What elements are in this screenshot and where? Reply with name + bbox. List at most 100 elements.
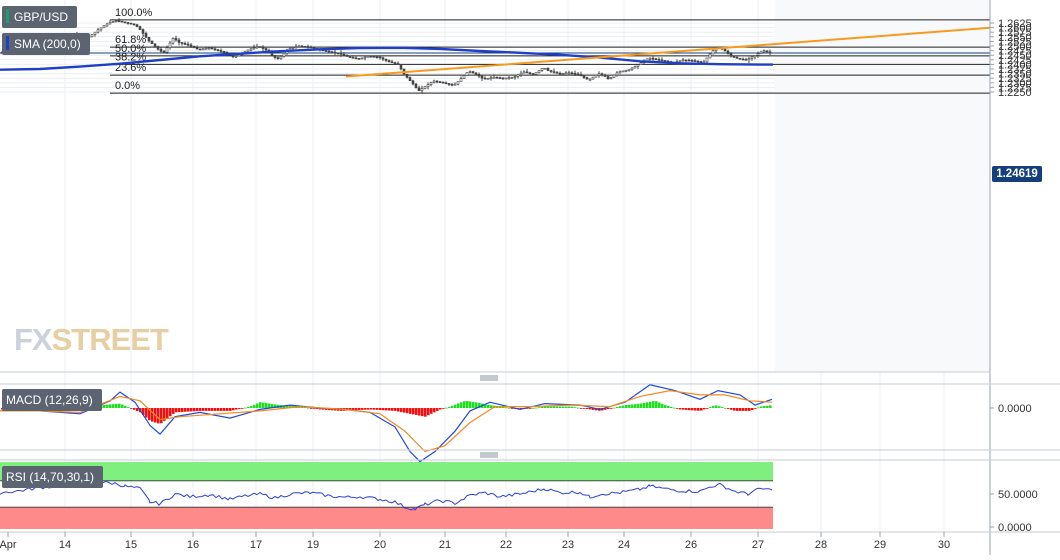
macd-histogram-bar (538, 407, 541, 409)
candle-body (390, 61, 394, 64)
candle-body (327, 50, 331, 53)
candle-body (123, 21, 127, 24)
macd-badge[interactable]: MACD (12,26,9) (2, 389, 102, 411)
time-tick-label: 22 (500, 539, 512, 551)
price-tick-label: 1.2350 (998, 69, 1032, 81)
candle-body (381, 57, 385, 60)
macd-histogram-bar (313, 408, 316, 409)
rsi-badge[interactable]: RSI (14,70,30,1) (2, 466, 104, 488)
macd-histogram-bar (238, 408, 241, 409)
candle-body (156, 46, 160, 50)
rsi-oversold-band (0, 507, 773, 529)
macd-histogram-bar (121, 404, 124, 408)
candle-body (93, 31, 97, 35)
candle-body (582, 75, 586, 78)
time-tick-label: 29 (874, 539, 886, 551)
macd-histogram-bar (640, 403, 643, 408)
sma-badge[interactable]: SMA (200,0) (2, 33, 90, 55)
rsi-layer (0, 462, 773, 529)
macd-histogram-bar (211, 408, 214, 411)
candle-body (552, 71, 556, 73)
sma-200-line (0, 46, 773, 71)
macd-histogram-bar (250, 406, 253, 408)
candle-body (405, 73, 409, 78)
macd-histogram-bar (526, 408, 529, 409)
macd-histogram-bar (412, 408, 415, 415)
candle-body (504, 77, 508, 80)
candle-body (396, 63, 400, 65)
time-tick-label: 27 (752, 539, 764, 551)
macd-histogram-bar (556, 406, 559, 408)
candle-body (738, 58, 742, 60)
time-tick-label: 17 (250, 539, 262, 551)
macd-histogram-bar (208, 408, 211, 411)
candle-body (258, 46, 262, 48)
macd-histogram-bar (244, 407, 247, 409)
price-tick-label: 1.2475 (998, 46, 1032, 58)
candle-body (255, 46, 259, 48)
candle-body (639, 62, 643, 65)
macd-histogram-bar (196, 408, 199, 412)
candle-body (225, 51, 229, 54)
macd-histogram-bar (463, 401, 466, 408)
macd-histogram-bar (241, 408, 244, 409)
grid-layer (0, 0, 990, 532)
macd-histogram-bar (634, 404, 637, 408)
macd-histogram-bar (568, 406, 571, 408)
candle-body (108, 22, 112, 25)
macd-histogram-bar (427, 408, 430, 416)
fxstreet-watermark: FXSTREET (14, 322, 169, 358)
candle-body (195, 47, 199, 50)
candle-body (540, 67, 544, 71)
macd-histogram-bar (574, 407, 577, 409)
candle-body (300, 45, 304, 48)
macd-histogram-bar (712, 405, 715, 408)
symbol-badge[interactable]: GBP/USD (2, 6, 78, 28)
macd-histogram-bar (358, 408, 361, 410)
candle-body (171, 38, 175, 44)
macd-histogram-bar (220, 408, 223, 411)
candle-body (378, 56, 382, 59)
macd-histogram-bar (415, 408, 418, 415)
macd-histogram-bar (736, 408, 739, 411)
macd-histogram-bar (259, 402, 262, 408)
candle-body (222, 50, 226, 53)
candle-body (765, 50, 769, 53)
candle-body (591, 76, 595, 80)
candle-body (516, 74, 520, 77)
candle-body (264, 48, 268, 51)
macd-histogram-bar (166, 408, 169, 419)
candle-body (627, 69, 631, 71)
macd-histogram-bar (589, 408, 592, 410)
candle-body (495, 77, 499, 79)
macd-histogram-bar (193, 408, 196, 412)
price-tick-label: 1.2525 (998, 36, 1032, 48)
macd-histogram-bar (466, 401, 469, 408)
candle-body (630, 67, 634, 70)
candle-body (147, 36, 151, 42)
macd-histogram-bar (553, 406, 556, 408)
candle-body (657, 59, 661, 61)
candle-body (633, 66, 637, 69)
candle-body (252, 47, 256, 50)
candle-body (636, 64, 640, 67)
macd-histogram-bar (508, 407, 511, 409)
macd-histogram-bar (373, 408, 376, 410)
macd-histogram-bar (715, 405, 718, 408)
macd-histogram-bar (451, 405, 454, 408)
candle-body (438, 81, 442, 83)
price-tick-label: 1.2250 (998, 87, 1032, 99)
candle-body (180, 42, 184, 44)
macd-histogram-bar (226, 408, 229, 411)
macd-histogram-bar (622, 405, 625, 408)
candle-body (309, 46, 313, 49)
candle-body (528, 72, 532, 75)
macd-histogram-bar (700, 408, 703, 411)
macd-histogram-bar (184, 408, 187, 412)
macd-histogram-bar (535, 407, 538, 409)
candle-body (561, 72, 565, 75)
candle-body (684, 59, 688, 62)
candle-body (441, 81, 445, 84)
